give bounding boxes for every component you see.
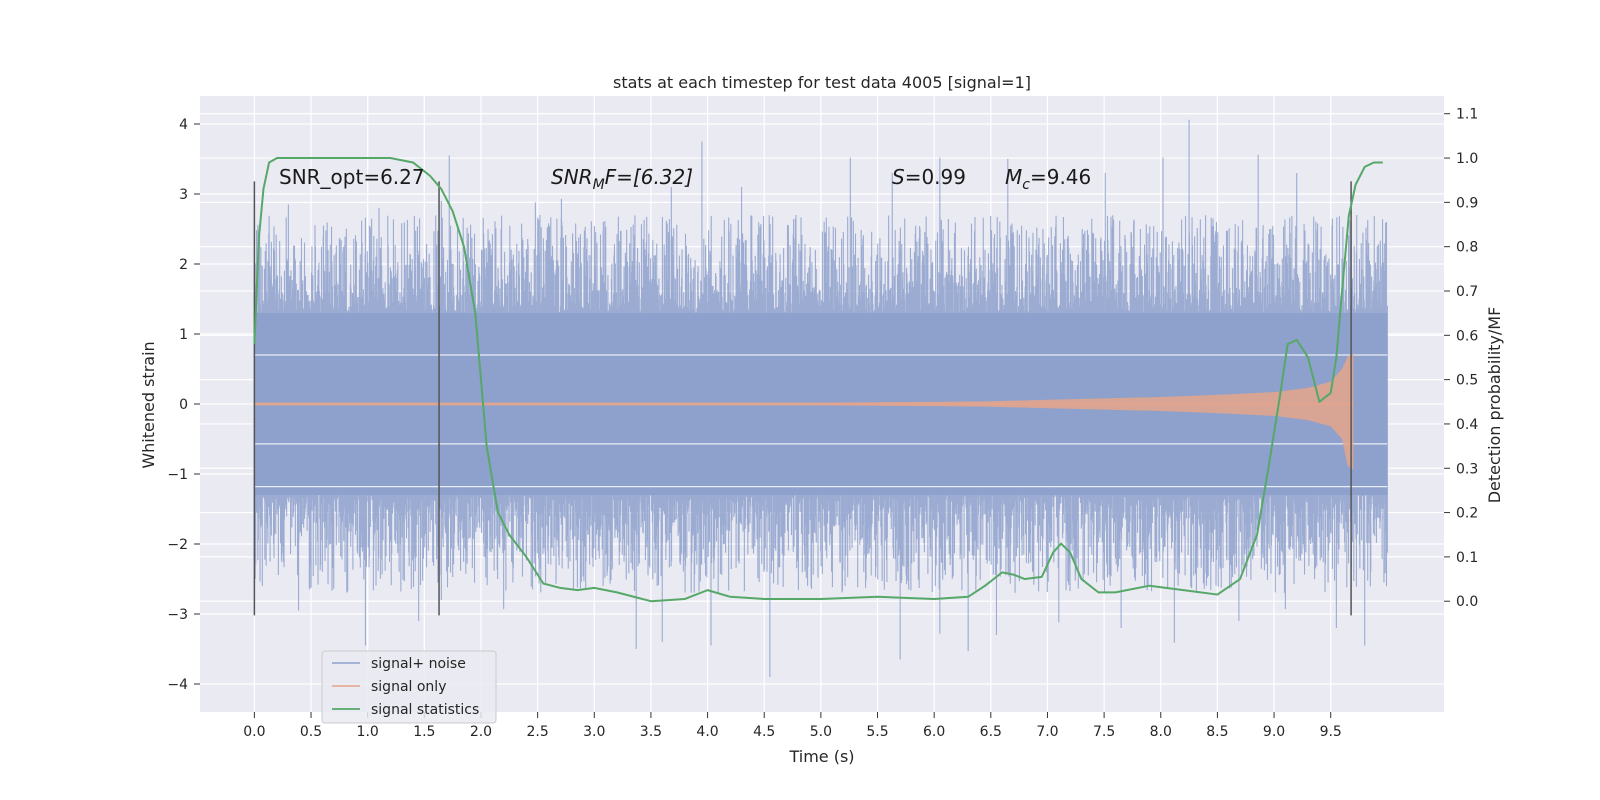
x-tick-label: 1.5 [413,724,435,740]
x-axis-label: Time (s) [788,747,854,766]
y-left-tick-label: 2 [179,257,188,273]
legend-label-signal-noise: signal+ noise [371,656,466,672]
axis-ticks: 0.0 0.5 1.0 1.5 2.0 2.5 3.0 3.5 4.0 4.5 5.0 5.5 6.0 6… [167,107,1478,740]
vertical-markers [253,181,1352,616]
y-axis-left-label: Whitened strain [139,341,158,468]
annotation-mc-sub: c [1022,177,1030,193]
x-tick-label: 3.0 [583,724,605,740]
y-axis-right-label: Detection probability/MF [1485,307,1504,504]
x-tick-label: 9.0 [1263,724,1285,740]
y-left-tick-label: −2 [167,537,188,553]
legend-label-signal-statistics: signal statistics [371,702,479,718]
y-right-tick-label: 0.0 [1456,594,1478,610]
y-right-tick-label: 0.1 [1456,550,1478,566]
x-tick-label: 0.0 [243,724,265,740]
x-tick-label: 0.5 [300,724,322,740]
y-right-tick-label: 1.1 [1456,107,1478,123]
signal-statistics-series [253,157,1383,603]
annotation-mc-main: M [1005,165,1022,189]
y-right-tick-label: 0.6 [1456,328,1478,344]
chart-title: stats at each timestep for test data 400… [613,73,1031,92]
annotation-snr-mf: SNRMF=[6.32] [551,165,693,193]
y-right-tick-label: 0.3 [1456,461,1478,477]
x-tick-label: 4.5 [753,724,775,740]
x-tick-label: 9.5 [1320,724,1342,740]
signal-only-series [254,353,1354,470]
x-tick-label: 5.5 [866,724,888,740]
x-tick-label: 6.0 [923,724,945,740]
legend: signal+ noise signal only signal statist… [321,650,497,724]
y-right-tick-label: 0.4 [1456,417,1478,433]
y-left-tick-label: −3 [167,607,188,623]
y-right-tick-label: 0.2 [1456,506,1478,522]
y-left-tick-label: 4 [179,117,188,133]
y-left-tick-label: 0 [179,397,188,413]
signal-statistics-line [253,157,1383,603]
x-tick-label: 8.5 [1206,724,1228,740]
y-right-tick-label: 0.5 [1456,373,1478,389]
annotation-snr-mf-rest: F=[6.32] [605,165,693,189]
annotation-snr-opt: SNR_opt=6.27 [279,165,425,189]
y-right-tick-label: 0.7 [1456,284,1478,300]
y-right-tick-label: 1.0 [1456,151,1478,167]
legend-label-signal-only: signal only [371,679,446,695]
y-left-tick-label: 1 [179,327,188,343]
y-right-tick-label: 0.8 [1456,240,1478,256]
x-tick-label: 7.5 [1093,724,1115,740]
x-tick-label: 3.5 [640,724,662,740]
annotation-s: S=0.99 [892,165,966,189]
x-tick-label: 6.5 [980,724,1002,740]
annotation-s-label: S [892,165,905,189]
y-left-tick-label: 3 [179,187,188,203]
x-tick-label: 4.0 [696,724,718,740]
x-tick-label: 2.5 [526,724,548,740]
y-left-tick-label: −4 [167,677,188,693]
x-tick-label: 8.0 [1150,724,1172,740]
annotation-s-value: =0.99 [905,165,966,189]
annotation-snr-mf-sub: M [593,177,605,193]
annotation-mc-value: =9.46 [1030,165,1091,189]
x-tick-label: 5.0 [810,724,832,740]
x-tick-label: 1.0 [357,724,379,740]
annotation-mc: Mc=9.46 [1005,165,1091,193]
legend-box [321,650,497,724]
x-tick-label: 2.0 [470,724,492,740]
y-right-tick-label: 0.9 [1456,195,1478,211]
x-tick-label: 7.0 [1036,724,1058,740]
annotation-snr-mf-main: SNR [551,165,593,189]
y-left-tick-label: −1 [167,467,188,483]
